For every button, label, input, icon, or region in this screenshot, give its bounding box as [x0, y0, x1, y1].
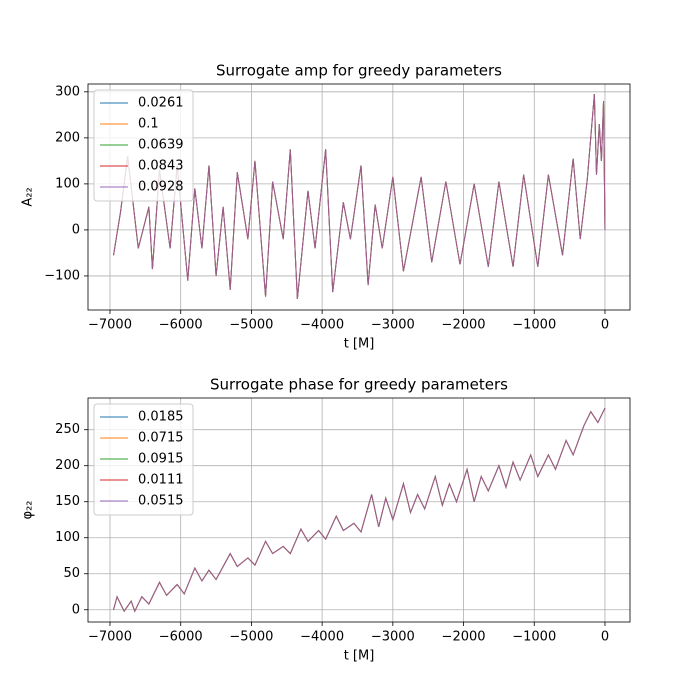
legend-label: 0.0928	[138, 180, 184, 195]
legend-label: 0.0185	[138, 410, 184, 425]
legend-label: 0.1	[138, 117, 159, 132]
y-axis-label: φ₂₂	[21, 501, 36, 520]
legend-label: 0.0111	[138, 473, 184, 488]
x-axis-label: t [M]	[344, 337, 375, 352]
y-tick-label: 200	[55, 130, 80, 145]
legend-label: 0.0915	[138, 452, 184, 467]
x-tick-label: −1000	[512, 318, 556, 333]
series-line	[113, 407, 606, 613]
x-tick-label: −6000	[159, 318, 203, 333]
legend: 0.0185 0.0715 0.0915 0.0111 0.0515	[93, 403, 194, 516]
x-tick-label: −2000	[442, 630, 486, 645]
y-tick-label: 150	[55, 494, 80, 509]
legend: 0.0261 0.1 0.0639 0.0843 0.0928	[93, 89, 194, 202]
legend-box	[93, 403, 194, 516]
y-tick-label: 0	[72, 222, 80, 237]
legend-label: 0.0639	[138, 138, 184, 153]
legend-box	[93, 89, 194, 202]
legend-label: 0.0843	[138, 159, 184, 174]
legend-label: 0.0515	[138, 494, 184, 509]
x-tick-label: −4000	[300, 630, 344, 645]
axes-frame	[87, 397, 631, 623]
series-line	[113, 94, 606, 299]
x-tick-label: −4000	[300, 318, 344, 333]
x-tick-label: −5000	[229, 318, 273, 333]
x-tick-label: −7000	[88, 318, 132, 333]
y-tick-label: −100	[44, 268, 80, 283]
x-tick-label: −7000	[88, 630, 132, 645]
legend-label: 0.0261	[138, 96, 184, 111]
x-tick-label: 0	[601, 630, 609, 645]
x-axis-label: t [M]	[344, 649, 375, 664]
y-tick-label: 100	[55, 176, 80, 191]
chart-title: Surrogate amp for greedy parameters	[216, 62, 502, 80]
y-tick-label: 100	[55, 530, 80, 545]
legend-label: 0.0715	[138, 431, 184, 446]
x-tick-label: −1000	[512, 630, 556, 645]
y-axis-label: A₂₂	[21, 187, 36, 206]
y-tick-label: 50	[63, 566, 80, 581]
y-tick-label: 0	[72, 602, 80, 617]
y-tick-label: 250	[55, 422, 80, 437]
x-tick-label: −3000	[371, 318, 415, 333]
x-tick-label: −3000	[371, 630, 415, 645]
x-tick-label: −2000	[442, 318, 486, 333]
y-tick-label: 200	[55, 458, 80, 473]
x-tick-label: −6000	[159, 630, 203, 645]
x-tick-label: 0	[601, 318, 609, 333]
axes-frame	[87, 83, 631, 311]
y-tick-label: 300	[55, 84, 80, 99]
x-tick-label: −5000	[229, 630, 273, 645]
chart-title: Surrogate phase for greedy parameters	[210, 376, 508, 394]
